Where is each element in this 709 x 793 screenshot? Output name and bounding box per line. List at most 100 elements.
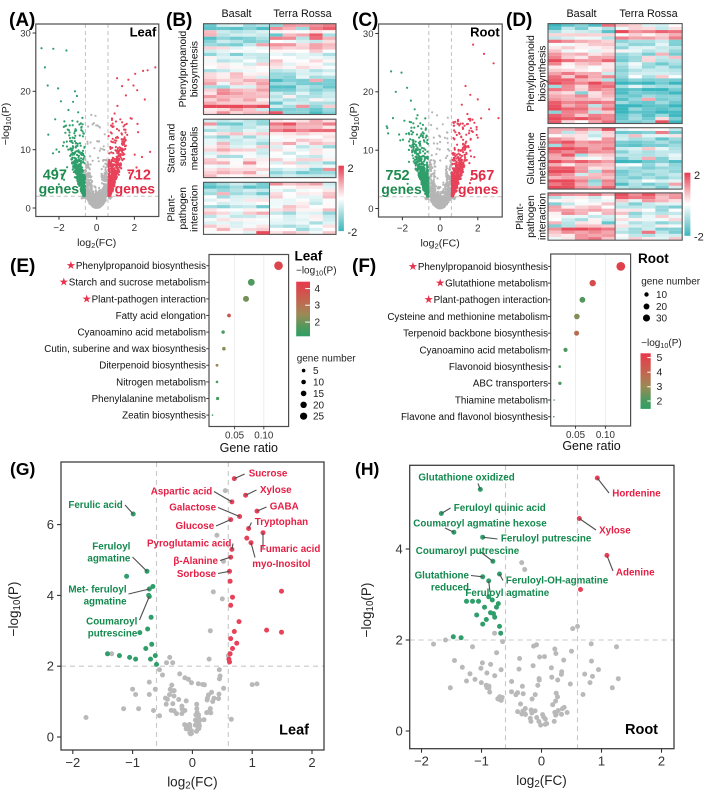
svg-text:5: 5 (657, 352, 663, 364)
svg-text:★Plant-pathogen interaction: ★Plant-pathogen interaction (82, 293, 206, 305)
svg-text:Cysteine and methionine metabo: Cysteine and methionine metabolism (387, 312, 548, 323)
svg-text:Glucose: Glucose (176, 521, 215, 532)
svg-text:0.05: 0.05 (566, 430, 586, 441)
svg-text:(D): (D) (506, 10, 532, 31)
svg-text:Adenine: Adenine (616, 568, 655, 579)
svg-text:4: 4 (657, 367, 663, 379)
svg-text:Coumaroyl putrescine: Coumaroyl putrescine (416, 546, 520, 557)
svg-text:0.10: 0.10 (254, 431, 274, 442)
svg-text:Ferulic acid: Ferulic acid (68, 500, 122, 511)
svg-text:(E): (E) (10, 256, 35, 277)
svg-text:752: 752 (385, 168, 409, 184)
svg-text:5: 5 (313, 366, 319, 377)
svg-text:−log10(P): −log10(P) (348, 103, 361, 146)
svg-text:2: 2 (395, 633, 402, 648)
svg-text:Fatty acid elongation: Fatty acid elongation (116, 311, 206, 322)
svg-text:agmatine: agmatine (84, 596, 128, 607)
svg-text:Pyroglutamic acid: Pyroglutamic acid (147, 539, 231, 550)
svg-text:−2: −2 (397, 224, 409, 235)
svg-text:Flavonoid biosynthesis: Flavonoid biosynthesis (449, 362, 548, 373)
svg-text:6: 6 (47, 517, 54, 532)
svg-text:−log10(P): −log10(P) (6, 582, 23, 637)
svg-text:Basalt: Basalt (221, 8, 251, 20)
svg-text:−1: −1 (474, 754, 489, 769)
svg-text:reduced: reduced (431, 582, 469, 593)
svg-text:Gene ratio: Gene ratio (220, 441, 278, 455)
svg-text:2: 2 (132, 223, 138, 234)
svg-text:1: 1 (598, 754, 605, 769)
svg-text:-2: -2 (694, 232, 704, 244)
svg-text:20: 20 (656, 302, 668, 313)
svg-text:4: 4 (315, 284, 321, 295)
svg-text:log2(FC): log2(FC) (516, 773, 566, 790)
svg-text:Starch and: Starch and (167, 123, 178, 173)
svg-text:Gene ratio: Gene ratio (562, 439, 620, 453)
svg-text:3: 3 (315, 301, 321, 312)
svg-text:20: 20 (363, 87, 374, 98)
svg-text:2: 2 (348, 163, 354, 175)
svg-text:★Starch and sucrose metabolism: ★Starch and sucrose metabolism (59, 277, 206, 289)
svg-text:Flavone and flavonol biosynthe: Flavone and flavonol biosynthesis (401, 412, 548, 423)
svg-text:biosynthesis: biosynthesis (538, 45, 549, 101)
svg-text:Coumaroyl agmatine hexose: Coumaroyl agmatine hexose (413, 519, 547, 530)
svg-text:Terra Rossa: Terra Rossa (619, 8, 677, 20)
svg-text:genes: genes (115, 181, 156, 197)
svg-text:0.10: 0.10 (596, 430, 616, 441)
svg-text:Diterpenoid biosynthesis: Diterpenoid biosynthesis (99, 361, 206, 372)
svg-text:712: 712 (127, 168, 151, 184)
svg-text:★Phenylpropanoid biosynthesis: ★Phenylpropanoid biosynthesis (408, 261, 548, 273)
svg-text:0: 0 (437, 224, 443, 235)
svg-text:−2: −2 (65, 755, 80, 770)
svg-text:Coumaroyl: Coumaroyl (86, 617, 137, 628)
svg-text:Glutathione: Glutathione (526, 132, 537, 184)
svg-text:metabolism: metabolism (538, 132, 549, 184)
svg-text:0: 0 (368, 204, 373, 215)
svg-text:Xylose: Xylose (599, 526, 631, 537)
svg-text:metabolis: metabolis (190, 127, 201, 171)
svg-text:2: 2 (475, 224, 481, 235)
svg-text:interaction: interaction (190, 185, 201, 232)
svg-text:30: 30 (363, 29, 374, 40)
svg-text:Terpenoid backbone biosynthesi: Terpenoid backbone biosynthesis (403, 329, 548, 340)
svg-text:Phenylpropanoid: Phenylpropanoid (526, 35, 537, 112)
svg-text:30: 30 (656, 314, 668, 325)
svg-text:30: 30 (20, 28, 31, 39)
svg-text:20: 20 (313, 400, 325, 411)
svg-text:log2(FC): log2(FC) (420, 238, 459, 251)
svg-text:genes: genes (381, 181, 422, 197)
svg-text:3: 3 (657, 381, 663, 393)
svg-text:1: 1 (249, 755, 256, 770)
svg-text:Nitrogen metabolism: Nitrogen metabolism (116, 377, 206, 388)
svg-text:25: 25 (313, 412, 325, 423)
svg-text:log2(FC): log2(FC) (167, 775, 217, 792)
svg-text:0: 0 (189, 755, 196, 770)
svg-text:(F): (F) (352, 256, 376, 277)
svg-text:β-Alanine: β-Alanine (173, 556, 218, 567)
svg-text:genes: genes (458, 181, 499, 197)
svg-text:4: 4 (395, 542, 402, 557)
svg-text:0.05: 0.05 (225, 431, 245, 442)
svg-text:(B): (B) (166, 10, 192, 31)
svg-text:2: 2 (658, 754, 665, 769)
svg-text:genes: genes (39, 181, 80, 197)
svg-text:Met- feruloyl: Met- feruloyl (68, 585, 127, 596)
svg-text:Fumaric acid: Fumaric acid (260, 544, 320, 555)
svg-text:(G): (G) (10, 459, 35, 479)
svg-text:-2: -2 (348, 227, 358, 239)
svg-text:Root: Root (625, 722, 658, 738)
svg-text:gene number: gene number (297, 354, 357, 365)
svg-text:0: 0 (47, 730, 54, 745)
svg-text:Feruloyl quinic acid: Feruloyl quinic acid (454, 503, 546, 514)
svg-text:0: 0 (538, 754, 545, 769)
svg-text:2: 2 (47, 659, 54, 674)
svg-text:myo-Inositol: myo-Inositol (252, 559, 311, 570)
svg-text:Phenylpropanoid: Phenylpropanoid (178, 31, 189, 108)
svg-text:(H): (H) (355, 459, 379, 479)
svg-text:10: 10 (363, 146, 374, 157)
svg-text:0: 0 (94, 223, 100, 234)
svg-text:−log10(P): −log10(P) (0, 103, 13, 146)
svg-text:Hordenine: Hordenine (612, 489, 661, 500)
svg-text:Xylose: Xylose (260, 485, 292, 496)
svg-text:agmatine: agmatine (87, 553, 131, 564)
svg-text:Root: Root (638, 251, 669, 266)
